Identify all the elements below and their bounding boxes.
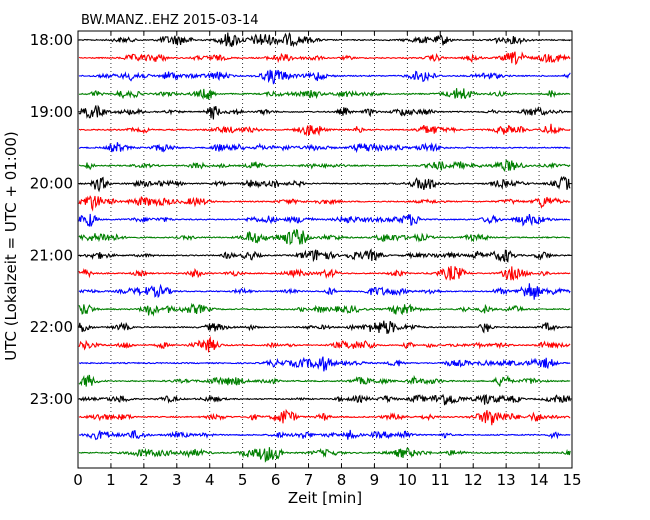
trace-line: [78, 429, 571, 441]
x-tick-label: 8: [337, 471, 347, 489]
x-tick-label: 11: [431, 471, 450, 489]
trace-line: [78, 142, 571, 154]
trace-line: [78, 213, 571, 227]
y-tick-label: 21:00: [30, 246, 73, 264]
trace-line: [78, 283, 571, 300]
trace-line: [79, 393, 571, 406]
trace-line: [78, 31, 571, 48]
trace-line: [78, 320, 571, 335]
trace-line: [78, 447, 571, 463]
plot-frame: [77, 30, 573, 469]
trace-line: [78, 356, 571, 372]
y-axis: 18:00 19:00 20:00 21:00 22:00 23:00: [30, 31, 572, 408]
traces-group: [78, 31, 571, 463]
trace-line: [78, 302, 571, 317]
x-tick-label: 5: [238, 471, 248, 489]
x-axis-title: Zeit [min]: [288, 489, 362, 507]
y-tick-label: 20:00: [30, 175, 73, 193]
x-tick-label: 0: [73, 471, 83, 489]
x-tick-label: 9: [370, 471, 380, 489]
y-tick-label: 18:00: [30, 31, 73, 49]
trace-line: [78, 175, 571, 193]
trace-line: [78, 265, 571, 281]
x-tick-label: 7: [304, 471, 314, 489]
x-tick-label: 4: [205, 471, 215, 489]
y-tick-label: 23:00: [30, 390, 73, 408]
x-tick-label: 6: [271, 471, 281, 489]
x-tick-label: 1: [106, 471, 116, 489]
y-tick-label: 22:00: [30, 318, 73, 336]
trace-line: [78, 228, 571, 246]
x-tick-label: 12: [464, 471, 483, 489]
x-tick-label: 14: [530, 471, 549, 489]
x-tick-label: 10: [398, 471, 417, 489]
trace-line: [78, 123, 571, 137]
y-tick-label: 19:00: [30, 103, 73, 121]
trace-line: [78, 195, 571, 212]
trace-line: [78, 158, 571, 172]
trace-line: [78, 408, 571, 426]
chart-title: BW.MANZ..EHZ 2015-03-14: [81, 13, 259, 28]
trace-line: [78, 51, 571, 66]
y-axis-title: UTC (Lokalzeit = UTC + 01:00): [2, 131, 20, 361]
x-tick-label: 13: [497, 471, 516, 489]
x-tick-label: 2: [139, 471, 149, 489]
x-tick-label: 3: [172, 471, 182, 489]
trace-line: [78, 374, 571, 387]
grid-lines: [110, 31, 540, 468]
trace-line: [78, 335, 571, 353]
trace-line: [78, 88, 571, 100]
x-tick-label: 15: [562, 471, 581, 489]
trace-line: [78, 69, 571, 85]
trace-line: [78, 104, 571, 120]
trace-line: [78, 248, 571, 263]
x-axis: 0 1 2 3 4 5 6 7 8 9 10 11 12 13 14 15: [73, 31, 582, 489]
